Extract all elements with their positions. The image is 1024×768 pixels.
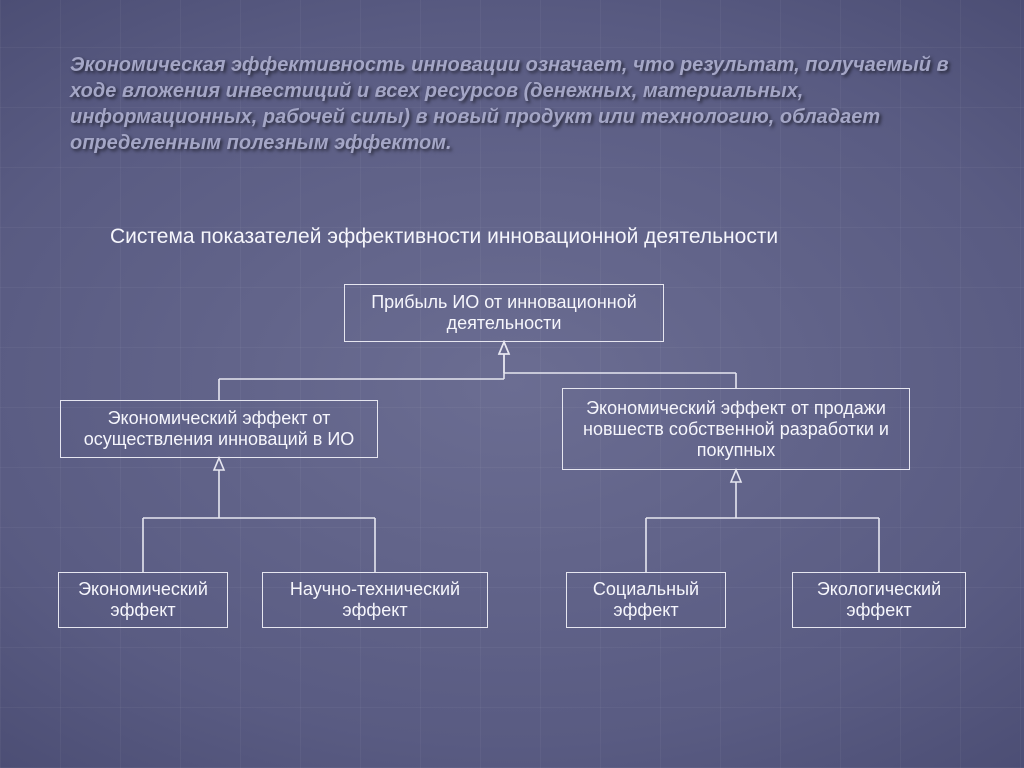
node-label: Экологический эффект: [803, 579, 955, 621]
slide-subtitle: Система показателей эффективности иннова…: [110, 225, 910, 249]
node-profit: Прибыль ИО от инновационной деятельности: [344, 284, 664, 342]
node-social-effect: Социальный эффект: [566, 572, 726, 628]
node-economic-effect: Экономический эффект: [58, 572, 228, 628]
node-scitech-effect: Научно-технический эффект: [262, 572, 488, 628]
slide-title: Экономическая эффективность инновации оз…: [70, 52, 954, 156]
node-label: Экономический эффект: [69, 579, 217, 621]
node-label: Научно-технический эффект: [273, 579, 477, 621]
node-econ-effect-implementation: Экономический эффект от осуществления ин…: [60, 400, 378, 458]
node-label: Прибыль ИО от инновационной деятельности: [355, 292, 653, 334]
node-label: Экономический эффект от осуществления ин…: [71, 408, 367, 450]
node-label: Экономический эффект от продажи новшеств…: [573, 398, 899, 461]
node-ecological-effect: Экологический эффект: [792, 572, 966, 628]
node-label: Социальный эффект: [577, 579, 715, 621]
node-econ-effect-sales: Экономический эффект от продажи новшеств…: [562, 388, 910, 470]
